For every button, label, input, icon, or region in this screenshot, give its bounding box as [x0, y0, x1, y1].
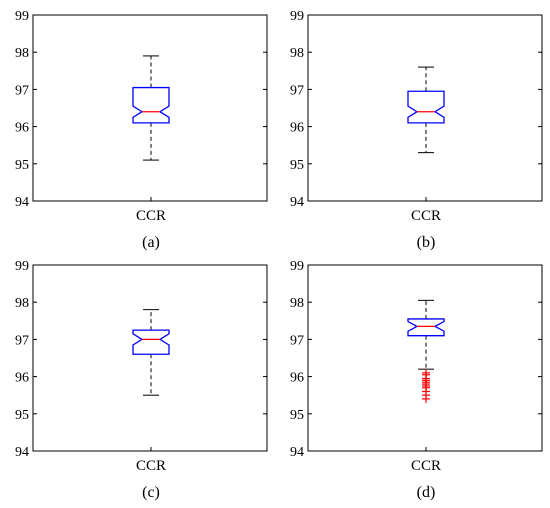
plot-frame — [307, 14, 543, 202]
y-tick-label: 97 — [15, 83, 29, 98]
notched-box — [132, 329, 170, 355]
y-tick-label: 99 — [15, 9, 29, 24]
y-tick-label: 95 — [15, 408, 29, 423]
panel-caption: (c) — [142, 484, 160, 501]
y-tick-label: 97 — [290, 83, 304, 98]
y-tick-label: 98 — [290, 46, 304, 61]
y-tick-label: 98 — [290, 296, 304, 311]
y-tick-label: 99 — [15, 259, 29, 274]
boxplot-panel-2: 94 95 96 97 98 99 CCR (b) — [290, 9, 543, 251]
y-tick-label: 95 — [15, 158, 29, 173]
x-category-label: CCR — [136, 458, 166, 474]
notched-box — [407, 90, 445, 124]
y-tick-label: 99 — [290, 9, 304, 24]
notched-box — [407, 318, 445, 337]
x-category-label: CCR — [411, 208, 441, 224]
y-tick-label: 97 — [290, 333, 304, 348]
y-tick-label: 96 — [290, 121, 304, 136]
y-tick-label: 99 — [290, 259, 304, 274]
y-tick-label: 95 — [290, 408, 304, 423]
y-tick-label: 94 — [15, 195, 29, 210]
notched-box — [132, 86, 170, 124]
panel-caption: (d) — [417, 484, 436, 501]
boxplot-panel-4: 94 95 96 97 98 99 CCR (d) — [290, 259, 543, 501]
y-tick-label: 98 — [15, 46, 29, 61]
boxplot-panel-1: 94 95 96 97 98 99 CCR (a) — [15, 9, 268, 251]
plot-frame — [32, 14, 268, 202]
y-tick-label: 94 — [15, 445, 29, 460]
y-tick-label: 96 — [15, 371, 29, 386]
y-tick-label: 94 — [290, 445, 304, 460]
plot-frame — [32, 264, 268, 452]
x-category-label: CCR — [411, 458, 441, 474]
y-tick-label: 97 — [15, 333, 29, 348]
y-tick-label: 96 — [15, 121, 29, 136]
boxplot-panel-3: 94 95 96 97 98 99 CCR (c) — [15, 259, 268, 501]
plot-frame — [307, 264, 543, 452]
y-tick-label: 96 — [290, 371, 304, 386]
x-category-label: CCR — [136, 208, 166, 224]
y-tick-label: 94 — [290, 195, 304, 210]
outlier-marker — [422, 394, 430, 403]
panel-caption: (a) — [142, 234, 160, 251]
y-tick-label: 98 — [15, 296, 29, 311]
panel-caption: (b) — [417, 234, 436, 251]
y-tick-label: 95 — [290, 158, 304, 173]
